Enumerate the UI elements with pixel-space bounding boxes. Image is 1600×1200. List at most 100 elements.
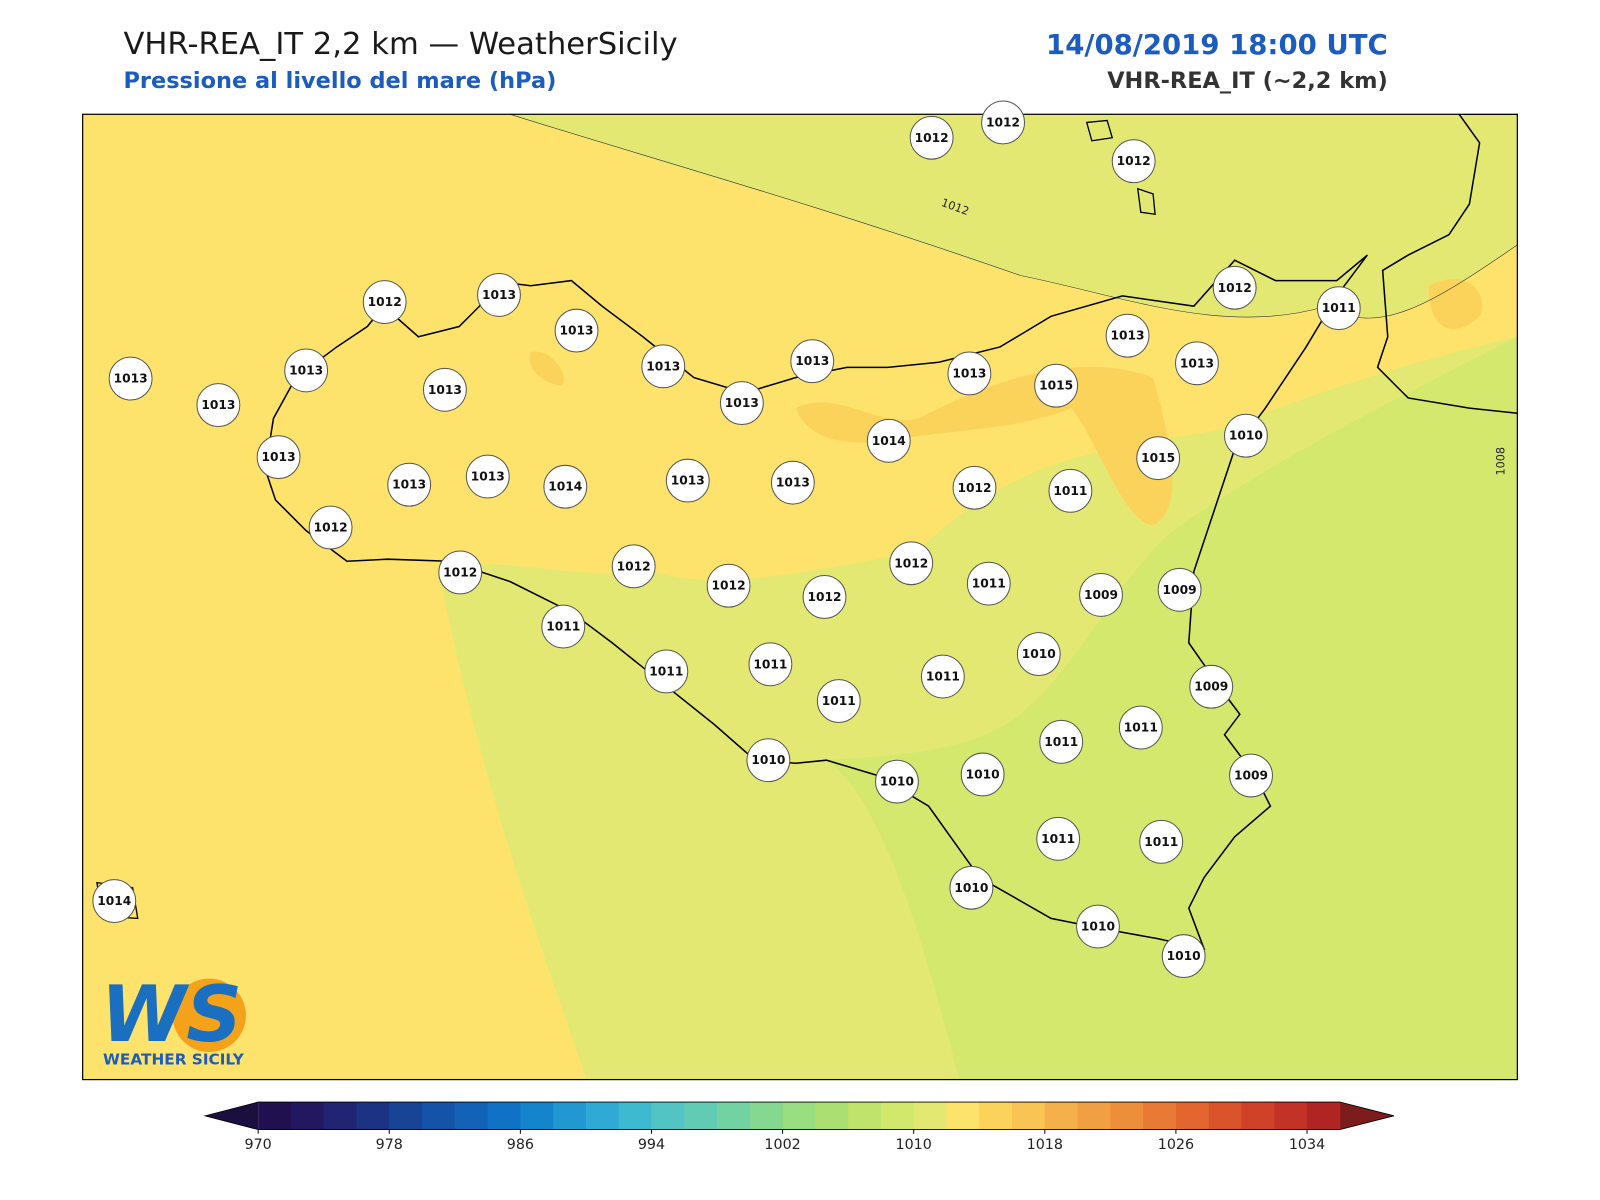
station-value: 1012 (1117, 154, 1151, 168)
station-value: 1012 (368, 295, 402, 309)
station-marker (1189, 664, 1234, 709)
station-value: 1010 (880, 775, 914, 789)
station-marker (947, 351, 992, 396)
station-marker (1118, 705, 1163, 750)
colorbar-tick-label: 978 (376, 1137, 403, 1153)
station-marker (949, 865, 994, 910)
station-marker (952, 465, 997, 510)
station-marker (1039, 719, 1084, 764)
station-marker (611, 544, 656, 589)
station-value: 1011 (1041, 832, 1075, 846)
station-value: 1011 (753, 657, 787, 671)
colorbar-segment (323, 1102, 358, 1130)
colorbar-segment (422, 1102, 456, 1130)
station-value: 1013 (646, 359, 680, 373)
station-value: 1011 (1322, 301, 1356, 315)
station-marker (746, 738, 791, 783)
station-marker (1212, 265, 1257, 310)
station-value: 1011 (1044, 735, 1078, 749)
station-marker (1111, 139, 1156, 184)
station-marker (1105, 313, 1150, 358)
colorbar-tick-label: 1026 (1158, 1137, 1194, 1153)
station-marker (966, 561, 1011, 606)
colorbar-segment (520, 1102, 554, 1130)
colorbar-segment (454, 1102, 489, 1130)
station-value: 1011 (926, 670, 960, 684)
station-value: 1010 (966, 767, 1000, 781)
station-marker (889, 541, 934, 586)
station-marker (308, 505, 353, 550)
station-value: 1013 (392, 478, 426, 492)
colorbar-tick-label: 1018 (1027, 1137, 1063, 1153)
station-marker (1048, 468, 1093, 513)
station-marker (641, 344, 686, 389)
station-value: 1009 (1163, 583, 1197, 597)
colorbar-segment (258, 1102, 292, 1130)
map (82, 114, 1518, 1080)
station-marker (981, 100, 1025, 145)
colorbar-segment (749, 1102, 784, 1130)
station-value: 1012 (617, 559, 651, 573)
colorbar-tick-label: 994 (638, 1137, 665, 1153)
station-marker (909, 115, 954, 160)
station-value: 1014 (548, 480, 582, 494)
colorbar-segment (585, 1102, 620, 1130)
colorbar-segment (782, 1102, 816, 1130)
colorbar-segment (1044, 1102, 1079, 1130)
station-value: 1013 (1111, 329, 1145, 343)
colorbar-segment (553, 1102, 587, 1130)
station-value: 1013 (482, 288, 516, 302)
station-marker (920, 654, 965, 699)
colorbar-segment (1110, 1102, 1144, 1130)
station-value: 1015 (1039, 379, 1073, 393)
station-marker (1016, 632, 1061, 677)
colorbar-segment (1274, 1102, 1308, 1130)
station-value: 1013 (428, 383, 462, 397)
station-marker (706, 563, 751, 608)
station-value: 1013 (671, 474, 705, 488)
station-value: 1013 (795, 354, 829, 368)
station-value: 1013 (114, 372, 148, 386)
station-marker (1223, 413, 1268, 458)
station-value: 1015 (1141, 451, 1175, 465)
station-value: 1012 (894, 556, 928, 570)
station-value: 1013 (559, 324, 593, 338)
station-marker (866, 418, 911, 463)
station-marker (541, 604, 586, 649)
station-value: 1010 (1081, 920, 1115, 934)
station-value: 1010 (1022, 647, 1056, 661)
station-marker (1036, 816, 1081, 861)
station-value: 1014 (872, 434, 906, 448)
field (826, 336, 1518, 1080)
station-marker (92, 879, 137, 923)
colorbar-tick-label: 1002 (764, 1137, 800, 1153)
station-value: 1013 (289, 363, 323, 377)
station-marker (960, 752, 1005, 797)
station-value: 1012 (986, 115, 1020, 129)
station-value: 1013 (1180, 356, 1214, 370)
station-marker (1079, 572, 1123, 617)
station-value: 1009 (1084, 588, 1118, 602)
title: VHR-REA_IT 2,2 km — WeatherSicily (123, 27, 677, 62)
subtitle: Pressione al livello del mare (hPa) (123, 68, 556, 94)
colorbar-tick-label: 1010 (896, 1137, 932, 1153)
colorbar-segment (1307, 1102, 1341, 1130)
station-marker (284, 348, 329, 393)
colorbar-tick-label: 970 (245, 1137, 272, 1153)
station-marker (1157, 567, 1202, 612)
colorbar-segment (913, 1102, 947, 1130)
station-value: 1009 (1234, 769, 1268, 783)
station-marker (665, 458, 710, 503)
colorbar-frame (203, 1101, 1394, 1131)
station-value: 1010 (1229, 429, 1263, 443)
logo-sun (172, 978, 246, 1053)
field (529, 278, 1483, 526)
station-marker (196, 383, 241, 428)
station-marker (108, 356, 153, 401)
colorbar-segment (946, 1102, 980, 1130)
station-marker (1316, 286, 1361, 331)
station-marker (438, 550, 483, 595)
date: 14/08/2019 18:00 UTC (1046, 29, 1388, 61)
colorbar-segment (1175, 1102, 1210, 1130)
station-marker (1161, 934, 1206, 979)
